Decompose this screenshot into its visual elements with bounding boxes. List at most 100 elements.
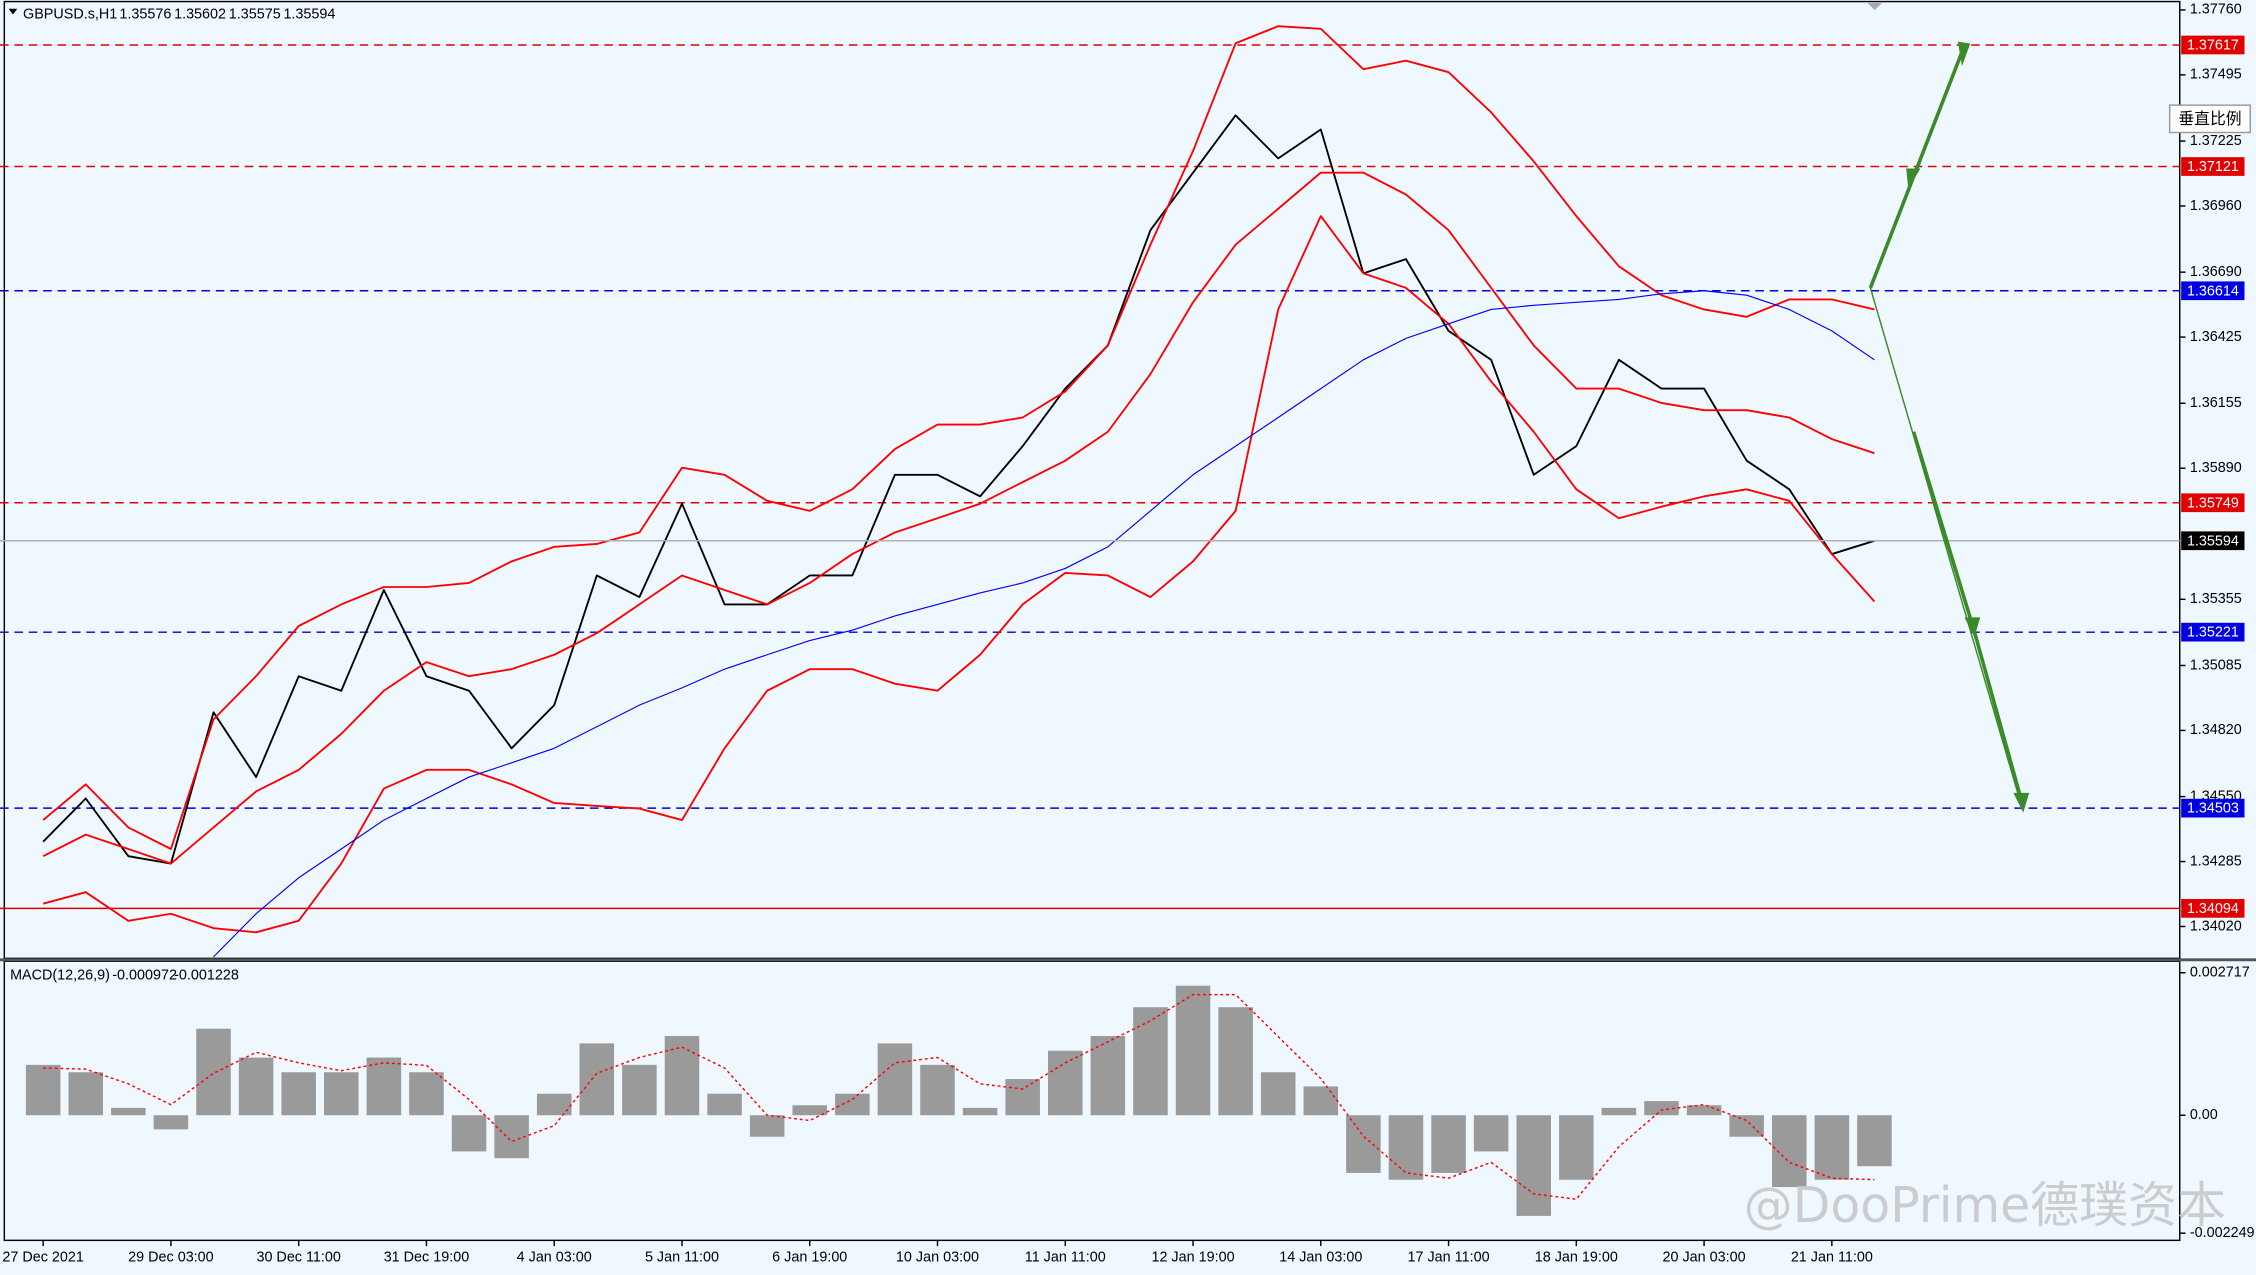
y-tick-label: 1.37495 xyxy=(2190,67,2242,83)
macd-bar xyxy=(1686,1105,1722,1116)
forecast-arrows xyxy=(1868,41,2030,813)
macd-title: MACD(12,26,9) xyxy=(10,967,110,983)
macd-bar xyxy=(1048,1050,1083,1116)
macd-bar xyxy=(749,1115,785,1137)
series-line xyxy=(42,215,1876,934)
macd-bar xyxy=(238,1057,274,1116)
level-label: 1.37121 xyxy=(2187,159,2239,175)
menu-icon xyxy=(8,8,18,15)
macd-bar xyxy=(1388,1115,1424,1180)
level-label: 1.35221 xyxy=(2187,625,2239,641)
macd-bar xyxy=(1133,1007,1168,1116)
arrow-guide xyxy=(1869,287,2023,807)
ohlc-value: 1.35594 xyxy=(283,6,335,22)
x-tick-label: 30 Dec 11:00 xyxy=(256,1249,340,1265)
macd-bar xyxy=(1260,1072,1296,1116)
y-tick-label: 1.35085 xyxy=(2190,657,2242,673)
macd-signal-value: -0.001228 xyxy=(174,967,239,983)
y-tick-label: 1.34285 xyxy=(2190,853,2242,869)
macd-value: -0.000972 xyxy=(112,967,177,983)
shift-marker xyxy=(1867,3,1882,11)
current-price-label: 1.35594 xyxy=(2187,533,2239,549)
macd-bar xyxy=(68,1072,104,1116)
y-tick-label: -0.002249 xyxy=(2190,1225,2255,1241)
macd-bar xyxy=(25,1064,61,1116)
macd-plot xyxy=(25,985,1892,1216)
x-tick-label: 31 Dec 19:00 xyxy=(384,1249,470,1265)
level-label-box xyxy=(2181,281,2245,301)
macd-bar xyxy=(1857,1115,1892,1167)
x-tick-label: 12 Jan 19:00 xyxy=(1151,1249,1234,1265)
ohlc-value: 1.35602 xyxy=(174,6,226,22)
level-label: 1.37617 xyxy=(2187,37,2239,53)
x-tick-label: 17 Jan 11:00 xyxy=(1408,1249,1490,1265)
macd-bar xyxy=(962,1107,998,1116)
y-tick-label: 1.36155 xyxy=(2190,395,2242,411)
macd-bar xyxy=(1303,1086,1339,1116)
level-label: 1.36614 xyxy=(2187,283,2239,299)
macd-bar xyxy=(1218,1007,1253,1116)
y-tick-label: 1.37760 xyxy=(2190,2,2242,18)
ohlc-value: 1.35576 xyxy=(119,6,171,22)
x-tick-label: 18 Jan 19:00 xyxy=(1535,1249,1618,1265)
x-tick-label: 21 Jan 11:00 xyxy=(1791,1249,1873,1265)
arrow-head xyxy=(1964,617,2030,813)
x-tick-label: 14 Jan 03:00 xyxy=(1279,1249,1362,1265)
y-tick-label: 1.36690 xyxy=(2190,264,2242,280)
macd-bar xyxy=(707,1093,742,1116)
macd-bar xyxy=(1601,1107,1637,1116)
x-tick-label: 29 Dec 03:00 xyxy=(128,1249,214,1265)
macd-bar xyxy=(1814,1115,1850,1180)
level-label-box xyxy=(2181,35,2245,55)
series-line xyxy=(42,171,1875,865)
macd-bar xyxy=(111,1107,146,1116)
current-price-box xyxy=(2181,531,2245,551)
level-label-box xyxy=(2181,493,2245,513)
arrow-head xyxy=(1906,41,1971,189)
button-label[interactable]: 垂直比例 xyxy=(2178,109,2241,128)
scale-button[interactable]: 垂直比例 xyxy=(2168,104,2251,134)
series-line xyxy=(42,114,1875,865)
button-frame[interactable] xyxy=(2168,104,2251,134)
level-label-box xyxy=(2181,622,2245,642)
macd-bar xyxy=(451,1115,487,1152)
x-tick-label: 6 Jan 19:00 xyxy=(772,1249,847,1265)
macd-bar xyxy=(1005,1079,1040,1116)
macd-bar xyxy=(536,1093,572,1116)
series-line xyxy=(213,290,1875,958)
macd-bar xyxy=(409,1072,444,1116)
x-tick-label: 11 Jan 11:00 xyxy=(1025,1249,1106,1265)
ohlc-value: 1.35575 xyxy=(229,6,281,22)
macd-bar xyxy=(1644,1101,1679,1116)
x-tick-label: 27 Dec 2021 xyxy=(2,1249,84,1265)
y-tick-label: 0.002717 xyxy=(2190,965,2250,981)
macd-bar xyxy=(153,1115,189,1130)
macd-bar xyxy=(579,1043,615,1116)
macd-bar xyxy=(835,1093,870,1116)
macd-bar xyxy=(622,1064,657,1116)
level-label-box xyxy=(2181,798,2245,818)
macd-bar xyxy=(664,1036,700,1116)
macd-bar xyxy=(1090,1036,1126,1116)
macd-bar xyxy=(1729,1115,1764,1137)
level-label: 1.35749 xyxy=(2187,495,2239,511)
watermark: @DooPrime德璞资本 xyxy=(1744,1177,2226,1234)
macd-bar xyxy=(792,1105,828,1116)
y-tick-label: 1.34020 xyxy=(2190,918,2242,934)
y-tick-label: 1.35355 xyxy=(2190,591,2242,607)
x-tick-label: 10 Jan 03:00 xyxy=(896,1249,979,1265)
level-label-box xyxy=(2181,899,2245,918)
macd-bar xyxy=(281,1072,316,1116)
macd-bar xyxy=(1346,1115,1381,1173)
x-tick-label: 5 Jan 11:00 xyxy=(645,1249,719,1265)
y-tick-label: 1.35890 xyxy=(2190,460,2242,476)
macd-bar xyxy=(366,1057,402,1116)
level-label: 1.34094 xyxy=(2187,901,2239,917)
series-line xyxy=(42,25,1875,850)
macd-bar xyxy=(1431,1115,1466,1173)
level-label: 1.34503 xyxy=(2187,801,2239,817)
macd-bar xyxy=(1473,1115,1509,1152)
macd-bar xyxy=(920,1064,955,1116)
y-tick-label: 1.36960 xyxy=(2190,198,2242,214)
